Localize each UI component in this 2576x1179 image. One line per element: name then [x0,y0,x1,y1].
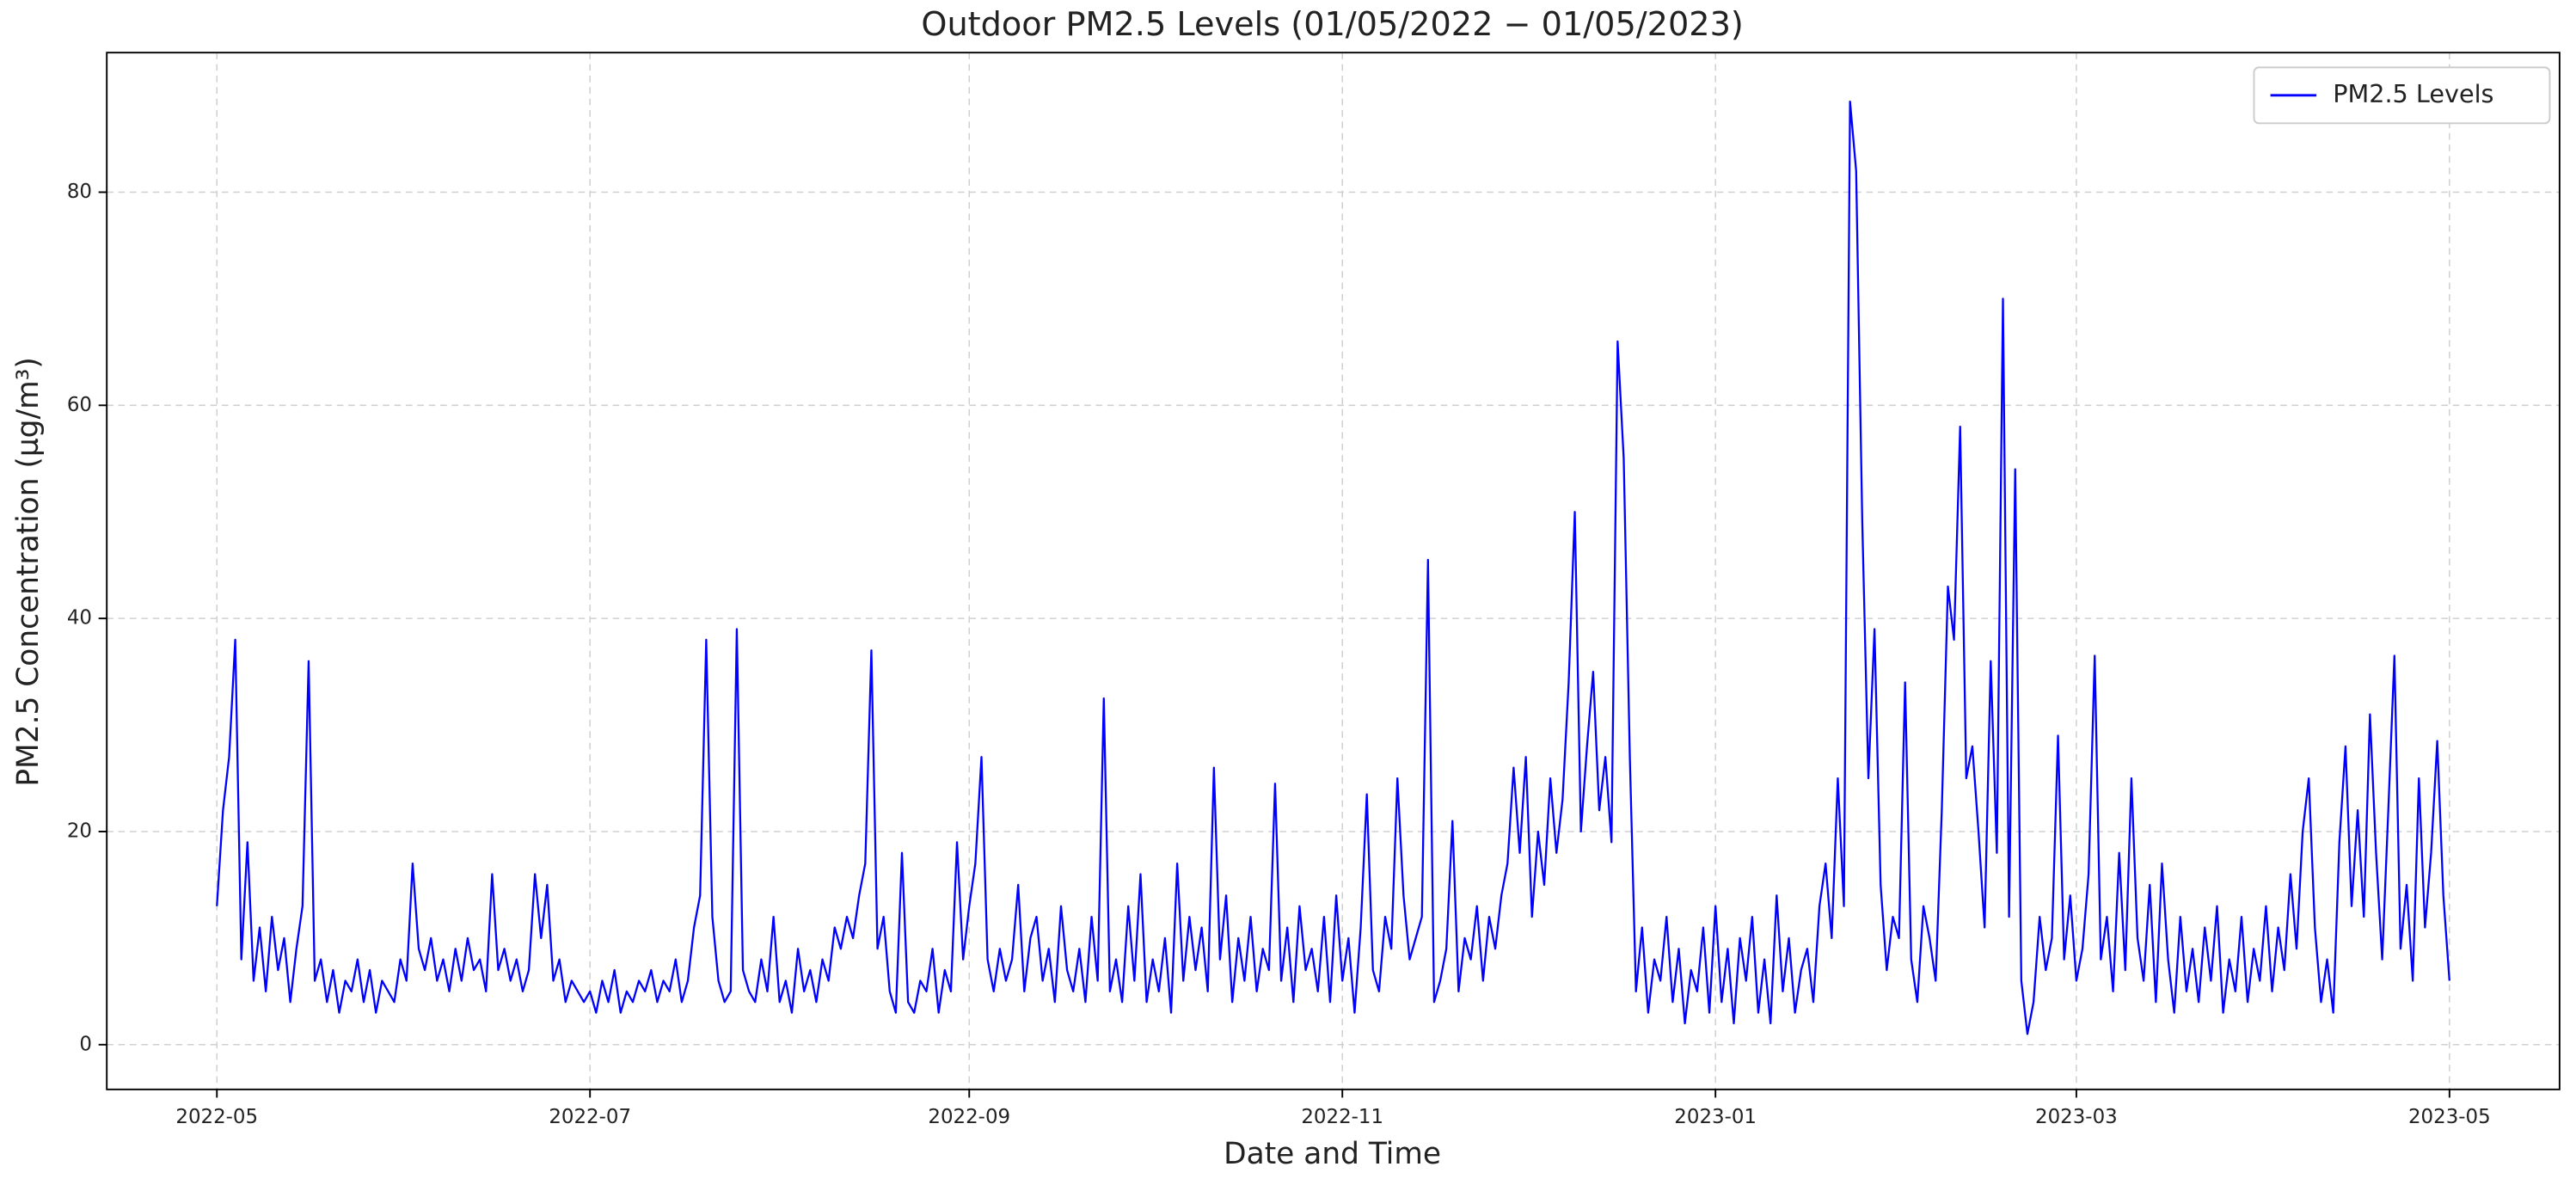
plot-frame [106,52,2561,1090]
y-tick-label: 80 [67,181,92,203]
x-tick-label: 2023-03 [2035,1106,2118,1128]
y-tick-label: 40 [67,607,92,629]
legend-box [2253,66,2551,125]
x-tick-label: 2022-07 [549,1106,631,1128]
x-tick-label: 2022-09 [928,1106,1010,1128]
legend-label: PM2.5 Levels [2333,79,2493,108]
x-tick-label: 2022-05 [175,1106,258,1128]
y-tick-label: 60 [67,394,92,416]
chart-title: Outdoor PM2.5 Levels (01/05/2022 − 01/05… [921,6,1743,44]
y-axis-label: PM2.5 Concentration (µg/m³) [11,357,46,786]
y-tick-label: 20 [67,820,92,842]
x-tick-label: 2023-01 [1674,1106,1757,1128]
x-tick-label: 2022-11 [1301,1106,1383,1128]
data-line [216,101,2450,1035]
x-axis-label: Date and Time [1224,1137,1441,1171]
y-tick-label: 0 [79,1033,92,1055]
x-tick-label: 2023-05 [2408,1106,2491,1128]
